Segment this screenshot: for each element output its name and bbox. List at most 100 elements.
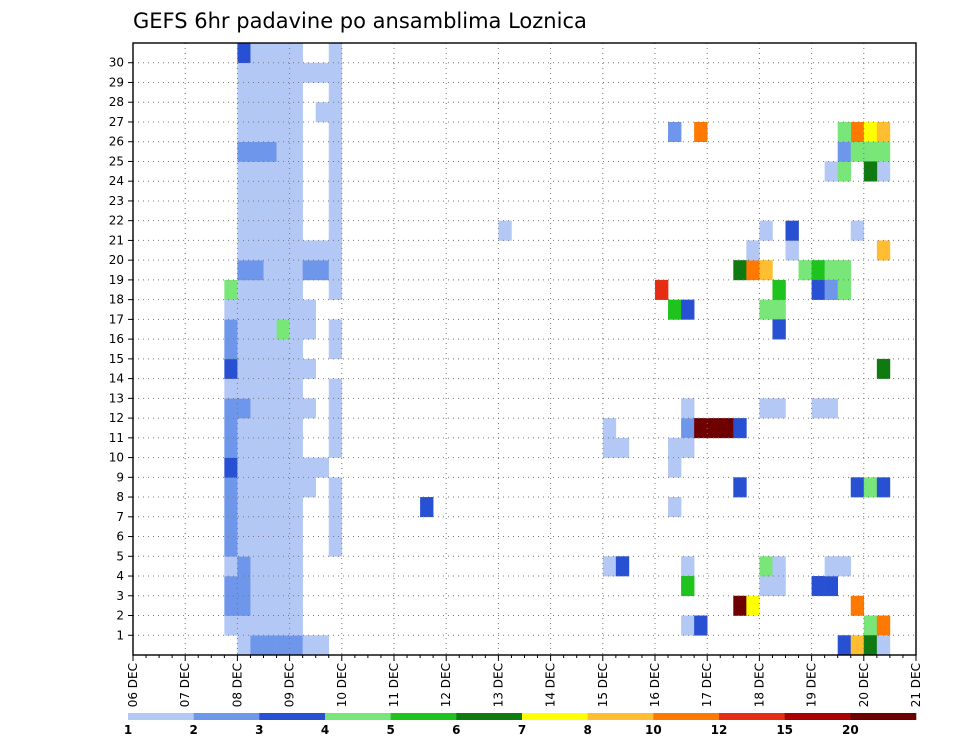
heatmap-cell xyxy=(250,635,264,656)
heatmap-cell xyxy=(276,378,290,399)
heatmap-cell xyxy=(237,200,251,221)
heatmap-cell xyxy=(237,181,251,202)
heatmap-cell xyxy=(237,220,251,241)
heatmap-cell xyxy=(289,339,303,360)
heatmap-cell xyxy=(289,536,303,557)
heatmap-cell xyxy=(681,576,695,597)
heatmap-cell xyxy=(263,43,277,64)
heatmap-cell xyxy=(837,260,852,281)
colorbar-swatch xyxy=(653,713,720,720)
heatmap-cell xyxy=(785,240,799,261)
heatmap-cell xyxy=(328,43,343,64)
heatmap-cell xyxy=(876,358,891,379)
heatmap-cell xyxy=(224,299,238,320)
heatmap-cell xyxy=(250,457,264,478)
colorbar-label: 15 xyxy=(776,723,793,737)
x-tick-label: 07 DEC xyxy=(178,663,192,707)
heatmap-cell xyxy=(289,141,303,162)
y-tick-label: 8 xyxy=(116,490,124,504)
heatmap-cell xyxy=(250,43,264,64)
y-tick-label: 22 xyxy=(109,214,124,228)
heatmap-cell xyxy=(668,457,682,478)
colorbar-label: 6 xyxy=(452,723,460,737)
heatmap-cell xyxy=(263,418,277,439)
heatmap-cell xyxy=(328,220,343,241)
colorbar-swatch xyxy=(784,713,851,720)
x-tick-label: 20 DEC xyxy=(857,663,871,707)
heatmap-cell xyxy=(876,635,891,656)
heatmap-cell xyxy=(289,220,303,241)
colorbar: 1 2 3 4 5 6 7 8 10 12 15 20 xyxy=(124,713,917,737)
y-tick-label: 10 xyxy=(109,451,124,465)
heatmap-cell xyxy=(289,576,303,597)
heatmap-cell xyxy=(250,615,264,636)
y-tick-label: 2 xyxy=(116,609,124,623)
heatmap-cell xyxy=(250,240,264,261)
heatmap-cell xyxy=(237,240,251,261)
heatmap-cell xyxy=(824,556,838,577)
x-tick-label: 13 DEC xyxy=(491,663,505,707)
x-tick-label: 12 DEC xyxy=(439,663,453,707)
heatmap-cell xyxy=(237,121,251,143)
heatmap-cell xyxy=(302,635,316,656)
heatmap-cell xyxy=(276,240,290,261)
heatmap-cell xyxy=(315,457,330,478)
heatmap-cell xyxy=(289,181,303,202)
heatmap-cell xyxy=(237,556,251,577)
heatmap-cell xyxy=(746,595,760,616)
heatmap-cell xyxy=(315,102,330,123)
heatmap-cell xyxy=(237,260,251,281)
heatmap-cell xyxy=(302,62,316,83)
heatmap-cell xyxy=(289,358,303,379)
heatmap-cell xyxy=(733,595,747,616)
heatmap-cell xyxy=(224,378,238,399)
heatmap-cell xyxy=(876,615,891,636)
heatmap-cell xyxy=(328,477,343,498)
heatmap-cell xyxy=(263,240,277,261)
heatmap-cell xyxy=(276,279,290,300)
heatmap-cell xyxy=(276,516,290,537)
heatmap-cell xyxy=(328,260,343,281)
heatmap-cell xyxy=(733,477,747,498)
heatmap-cell xyxy=(328,161,343,182)
heatmap-cell xyxy=(850,477,865,498)
heatmap-cell xyxy=(668,437,682,458)
heatmap-cell xyxy=(263,141,277,162)
heatmap-cell xyxy=(289,497,303,518)
heatmap-cell xyxy=(328,516,343,537)
y-tick-label: 27 xyxy=(109,115,124,129)
heatmap-cell xyxy=(237,161,251,182)
heatmap-cell xyxy=(263,437,277,458)
heatmap-cell xyxy=(263,576,277,597)
heatmap-cell xyxy=(250,141,264,162)
y-tick-label: 29 xyxy=(109,75,124,89)
heatmap-cell xyxy=(328,82,343,103)
heatmap-cell xyxy=(302,299,316,320)
heatmap-cell xyxy=(224,339,238,360)
x-tick-label: 06 DEC xyxy=(126,663,140,707)
heatmap-cell xyxy=(289,378,303,399)
heatmap-cell xyxy=(250,319,264,340)
heatmap-cell xyxy=(772,299,786,320)
colorbar-label: 2 xyxy=(189,723,197,737)
heatmap-cell xyxy=(302,477,316,498)
heatmap-cell xyxy=(276,497,290,518)
y-tick-label: 17 xyxy=(109,312,124,326)
heatmap-cell xyxy=(250,536,264,557)
heatmap-cell xyxy=(263,260,277,281)
heatmap-cell xyxy=(759,220,773,241)
heatmap-cell xyxy=(263,398,277,419)
heatmap-cell xyxy=(811,576,825,597)
heatmap-cell xyxy=(250,279,264,300)
heatmap-cell xyxy=(263,635,277,656)
colorbar-label: 4 xyxy=(321,723,329,737)
heatmap-cell xyxy=(681,556,695,577)
heatmap-cell xyxy=(785,220,799,241)
heatmap-cell xyxy=(224,595,238,616)
heatmap-cell xyxy=(420,497,434,518)
heatmap-cell xyxy=(315,260,330,281)
heatmap-cell xyxy=(289,516,303,537)
chart-title: GEFS 6hr padavine po ansamblima Loznica xyxy=(133,9,587,33)
heatmap-cell xyxy=(250,418,264,439)
heatmap-cell xyxy=(276,457,290,478)
